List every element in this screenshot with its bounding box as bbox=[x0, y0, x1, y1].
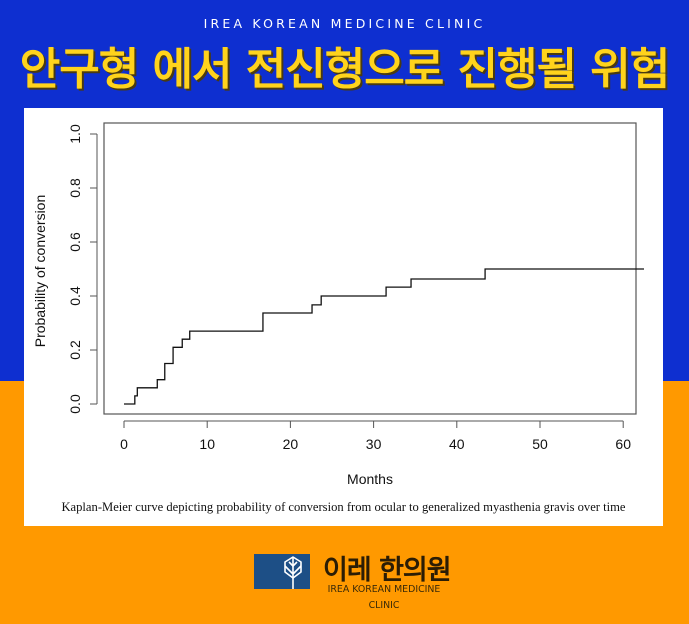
x-tick-label: 30 bbox=[366, 436, 382, 452]
x-tick-label: 50 bbox=[532, 436, 548, 452]
clinic-logo bbox=[254, 554, 310, 589]
y-tick-label: 0.8 bbox=[67, 178, 83, 198]
clinic-name-english: IREA KOREAN MEDICINE CLINIC bbox=[318, 582, 450, 614]
y-tick-label: 0.6 bbox=[67, 232, 83, 252]
x-tick-label: 0 bbox=[120, 436, 128, 452]
y-tick-label: 0.0 bbox=[67, 394, 83, 414]
leaf-hexagon-icon bbox=[284, 556, 302, 589]
km-step-curve bbox=[124, 268, 644, 405]
figure-caption: Kaplan-Meier curve depicting probability… bbox=[61, 500, 626, 514]
headline: 안구형 에서 전신형으로 진행될 위험 bbox=[19, 44, 670, 95]
y-tick-label: 0.2 bbox=[67, 340, 83, 360]
chart-panel bbox=[24, 108, 663, 526]
x-axis-label: Months bbox=[347, 471, 393, 487]
y-tick-label: 1.0 bbox=[67, 124, 83, 144]
x-tick-label: 60 bbox=[615, 436, 631, 452]
clinic-name-line2: CLINIC bbox=[368, 600, 400, 611]
x-tick-label: 10 bbox=[199, 436, 215, 452]
clinic-name-line1: IREA KOREAN MEDICINE bbox=[327, 584, 441, 595]
y-tick-label: 0.4 bbox=[67, 286, 83, 306]
x-tick-label: 20 bbox=[283, 436, 299, 452]
y-axis-label: Probability of conversion bbox=[32, 195, 48, 348]
x-axis: 0 10 20 30 40 50 60 bbox=[120, 420, 631, 452]
y-axis: 0.0 0.2 0.4 0.6 0.8 1.0 bbox=[67, 124, 98, 414]
x-tick-label: 40 bbox=[449, 436, 465, 452]
clinic-name-korean: 이레 한의원 bbox=[323, 555, 452, 586]
brand-title: IREA KOREAN MEDICINE CLINIC bbox=[203, 16, 486, 31]
